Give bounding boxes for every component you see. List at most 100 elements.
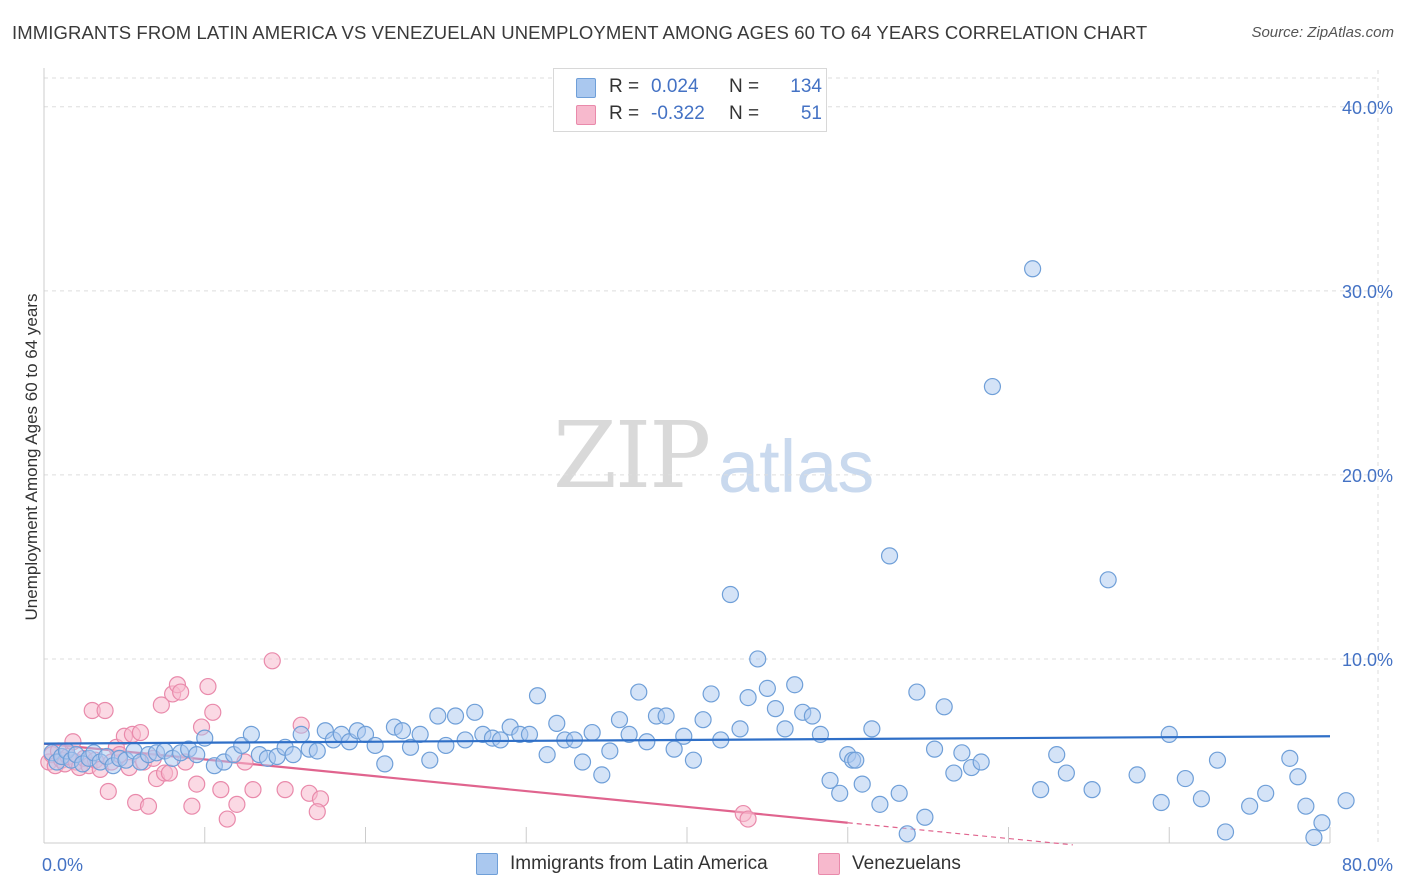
latin-america-point <box>573 753 592 771</box>
x-tick-label: 80.0% <box>1342 855 1393 875</box>
latin-america-point <box>1152 793 1170 812</box>
latin-america-point <box>1289 768 1307 786</box>
latin-america-point <box>684 751 703 769</box>
tick-labels: 10.0% 20.0% 30.0% 40.0% 0.0% 80.0% <box>42 98 1393 875</box>
latin-america-point <box>188 746 206 764</box>
grid-lines <box>44 70 1379 843</box>
latin-america-point <box>972 753 990 771</box>
venezuelans-point <box>99 782 117 801</box>
latin-america-point <box>1208 751 1227 769</box>
latin-america-point <box>520 725 539 744</box>
legend-r-label: R = <box>609 76 640 97</box>
latin-america-point <box>694 711 712 729</box>
source-label: Source: ZipAtlas.com <box>1251 24 1394 41</box>
latin-america-point <box>1216 823 1235 841</box>
legend-n-label: N = <box>729 103 760 124</box>
latin-america-point <box>916 808 934 826</box>
latin-america-point <box>1099 571 1117 589</box>
venezuelans-points <box>40 652 757 828</box>
latin-america-point <box>1176 769 1194 788</box>
venezuelans-point <box>183 797 201 815</box>
venezuelans-point <box>152 696 170 714</box>
latin-america-point <box>953 744 971 762</box>
latin-america-point <box>803 707 821 725</box>
latin-america-point <box>1024 260 1042 278</box>
legend-label: Immigrants from Latin America <box>510 853 768 874</box>
latin-america-point <box>821 771 839 790</box>
y-axis-label: Unemployment Among Ages 60 to 64 years <box>22 294 41 621</box>
latin-america-point <box>925 740 944 758</box>
legend-swatch-blue <box>476 853 498 875</box>
latin-america-point <box>638 733 656 751</box>
latin-america-point <box>863 720 881 738</box>
axes <box>43 68 1331 844</box>
latin-america-point <box>898 825 916 843</box>
latin-america-point <box>411 725 429 744</box>
latin-america-point <box>1313 814 1331 832</box>
latin-america-point <box>702 685 720 703</box>
venezuelans-point <box>228 795 246 813</box>
latin-america-points <box>43 260 1355 847</box>
latin-america-point <box>593 766 611 784</box>
y-tick-label: 30.0% <box>1342 282 1393 302</box>
latin-america-point <box>284 746 302 764</box>
y-tick-label: 10.0% <box>1342 650 1393 670</box>
legend-r-label: R = <box>609 103 640 124</box>
legend-swatch-pink <box>818 853 840 875</box>
latin-america-point <box>1257 784 1275 802</box>
latin-america-point <box>675 727 693 745</box>
venezuelans-point <box>276 781 294 799</box>
venezuelans-point <box>96 701 114 720</box>
latin-america-point <box>401 738 420 756</box>
latin-america-point <box>983 377 1002 396</box>
legend-r-value: -0.322 <box>651 103 705 124</box>
venezuelans-point <box>139 797 158 815</box>
venezuelans-point <box>131 723 150 742</box>
latin-america-point <box>421 751 439 769</box>
latin-america-point <box>721 585 740 604</box>
latin-america-point <box>1057 764 1075 782</box>
latin-america-point <box>292 725 310 744</box>
latin-america-point <box>1337 792 1355 810</box>
latin-america-point <box>437 736 455 755</box>
correlation-legend: R = 0.024 N = 134 R = -0.322 N = 51 <box>553 68 827 132</box>
chart-title: IMMIGRANTS FROM LATIN AMERICA VS VENEZUE… <box>12 22 1148 43</box>
latin-america-point <box>1241 797 1259 815</box>
latin-america-point <box>456 731 474 749</box>
latin-america-point <box>466 703 484 721</box>
x-tick-label: 0.0% <box>42 855 83 875</box>
venezuelans-point <box>244 781 262 799</box>
latin-america-point <box>739 689 757 707</box>
latin-america-point <box>308 742 326 760</box>
latin-america-point <box>601 742 619 760</box>
venezuelans-point <box>172 683 190 701</box>
latin-america-point <box>1160 725 1178 744</box>
latin-america-point <box>786 676 804 694</box>
latin-america-point <box>393 722 412 740</box>
latin-america-point <box>1128 766 1146 784</box>
y-tick-label: 20.0% <box>1342 466 1393 486</box>
latin-america-point <box>657 707 675 725</box>
latin-america-point <box>758 679 776 698</box>
latin-america-point <box>620 725 638 744</box>
latin-america-point <box>1281 749 1299 767</box>
latin-america-point <box>1192 790 1211 808</box>
legend-n-value: 51 <box>800 103 822 124</box>
legend-n-label: N = <box>729 76 760 97</box>
latin-america-trend <box>43 735 1331 745</box>
venezuelans-point <box>218 810 236 828</box>
venezuelans-point <box>204 703 222 721</box>
latin-america-point <box>847 751 865 769</box>
venezuelans-trend-extension <box>847 822 1073 846</box>
latin-america-point <box>749 650 767 668</box>
latin-america-point <box>731 720 749 738</box>
latin-america-point <box>831 784 849 802</box>
latin-america-trend-line <box>43 735 1331 745</box>
legend-swatch-pink <box>576 105 596 125</box>
latin-america-point <box>1048 746 1066 764</box>
latin-america-point <box>665 740 683 758</box>
venezuelans-point <box>212 781 230 799</box>
latin-america-point <box>429 707 447 725</box>
venezuelans-point <box>199 677 217 696</box>
